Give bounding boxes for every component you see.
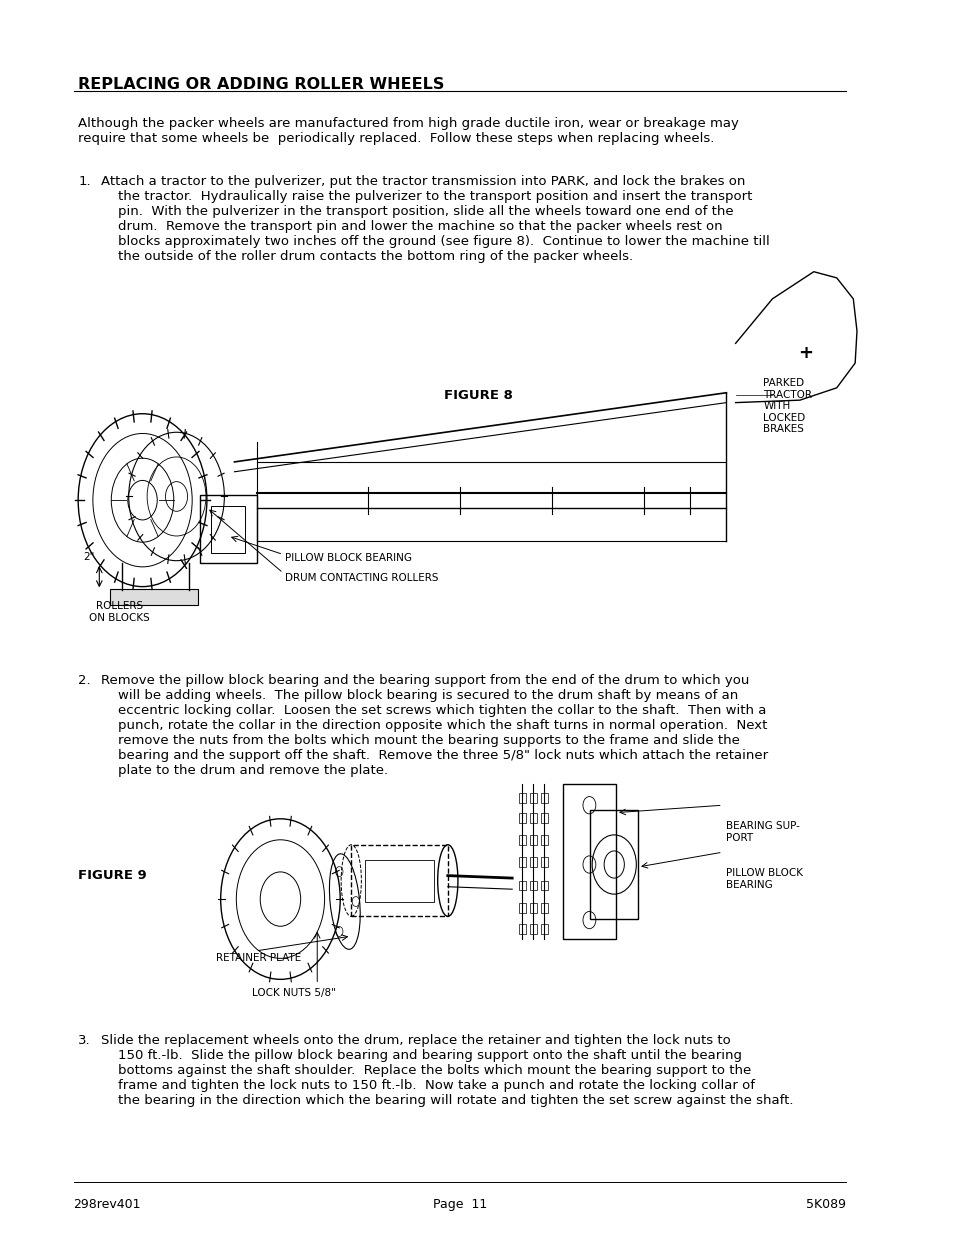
Bar <box>529 881 537 890</box>
Bar <box>351 845 447 916</box>
Bar <box>518 813 525 823</box>
Bar <box>518 881 525 890</box>
Bar <box>518 857 525 867</box>
Text: LOCK NUTS 5/8": LOCK NUTS 5/8" <box>252 988 335 998</box>
Bar <box>540 835 547 845</box>
Text: 3.: 3. <box>78 1034 91 1047</box>
Text: REPLACING OR ADDING ROLLER WHEELS: REPLACING OR ADDING ROLLER WHEELS <box>78 77 444 91</box>
Bar <box>518 924 525 934</box>
Bar <box>562 784 616 939</box>
Bar <box>529 835 537 845</box>
Bar <box>540 903 547 913</box>
Bar <box>518 793 525 803</box>
Bar <box>529 903 537 913</box>
Text: 5K089: 5K089 <box>805 1198 845 1212</box>
Bar <box>540 813 547 823</box>
Text: ROLLERS
ON BLOCKS: ROLLERS ON BLOCKS <box>89 601 150 622</box>
Bar <box>529 793 537 803</box>
Bar <box>518 903 525 913</box>
Bar <box>540 793 547 803</box>
Bar <box>540 881 547 890</box>
Bar <box>518 835 525 845</box>
Bar <box>540 857 547 867</box>
Text: RETAINER PLATE: RETAINER PLATE <box>216 953 301 963</box>
Text: Page  11: Page 11 <box>432 1198 486 1212</box>
Text: Attach a tractor to the pulverizer, put the tractor transmission into PARK, and : Attach a tractor to the pulverizer, put … <box>101 175 769 263</box>
Bar <box>529 924 537 934</box>
Bar <box>529 857 537 867</box>
Text: Remove the pillow block bearing and the bearing support from the end of the drum: Remove the pillow block bearing and the … <box>101 674 767 777</box>
Bar <box>590 810 638 919</box>
Text: Although the packer wheels are manufactured from high grade ductile iron, wear o: Although the packer wheels are manufactu… <box>78 117 739 146</box>
Text: FIGURE 8: FIGURE 8 <box>443 389 512 403</box>
Text: FIGURE 9: FIGURE 9 <box>78 869 147 883</box>
Text: 1.: 1. <box>78 175 91 189</box>
Text: Slide the replacement wheels onto the drum, replace the retainer and tighten the: Slide the replacement wheels onto the dr… <box>101 1034 793 1107</box>
Bar <box>212 506 244 553</box>
Bar <box>200 495 257 563</box>
Text: PARKED
TRACTOR
WITH
LOCKED 
BRAKES: PARKED TRACTOR WITH LOCKED BRAKES <box>762 378 811 435</box>
Text: 2": 2" <box>83 552 94 562</box>
Bar <box>540 924 547 934</box>
Bar <box>111 589 197 605</box>
Text: DRUM CONTACTING ROLLERS: DRUM CONTACTING ROLLERS <box>285 573 438 583</box>
Text: 298rev401: 298rev401 <box>73 1198 141 1212</box>
Text: PILLOW BLOCK
BEARING: PILLOW BLOCK BEARING <box>725 868 802 889</box>
Bar <box>529 813 537 823</box>
Text: 2.: 2. <box>78 674 91 688</box>
Bar <box>365 860 434 902</box>
Text: +: + <box>797 345 812 362</box>
Text: BEARING SUP-
PORT: BEARING SUP- PORT <box>725 821 800 842</box>
Text: PILLOW BLOCK BEARING: PILLOW BLOCK BEARING <box>285 553 412 563</box>
